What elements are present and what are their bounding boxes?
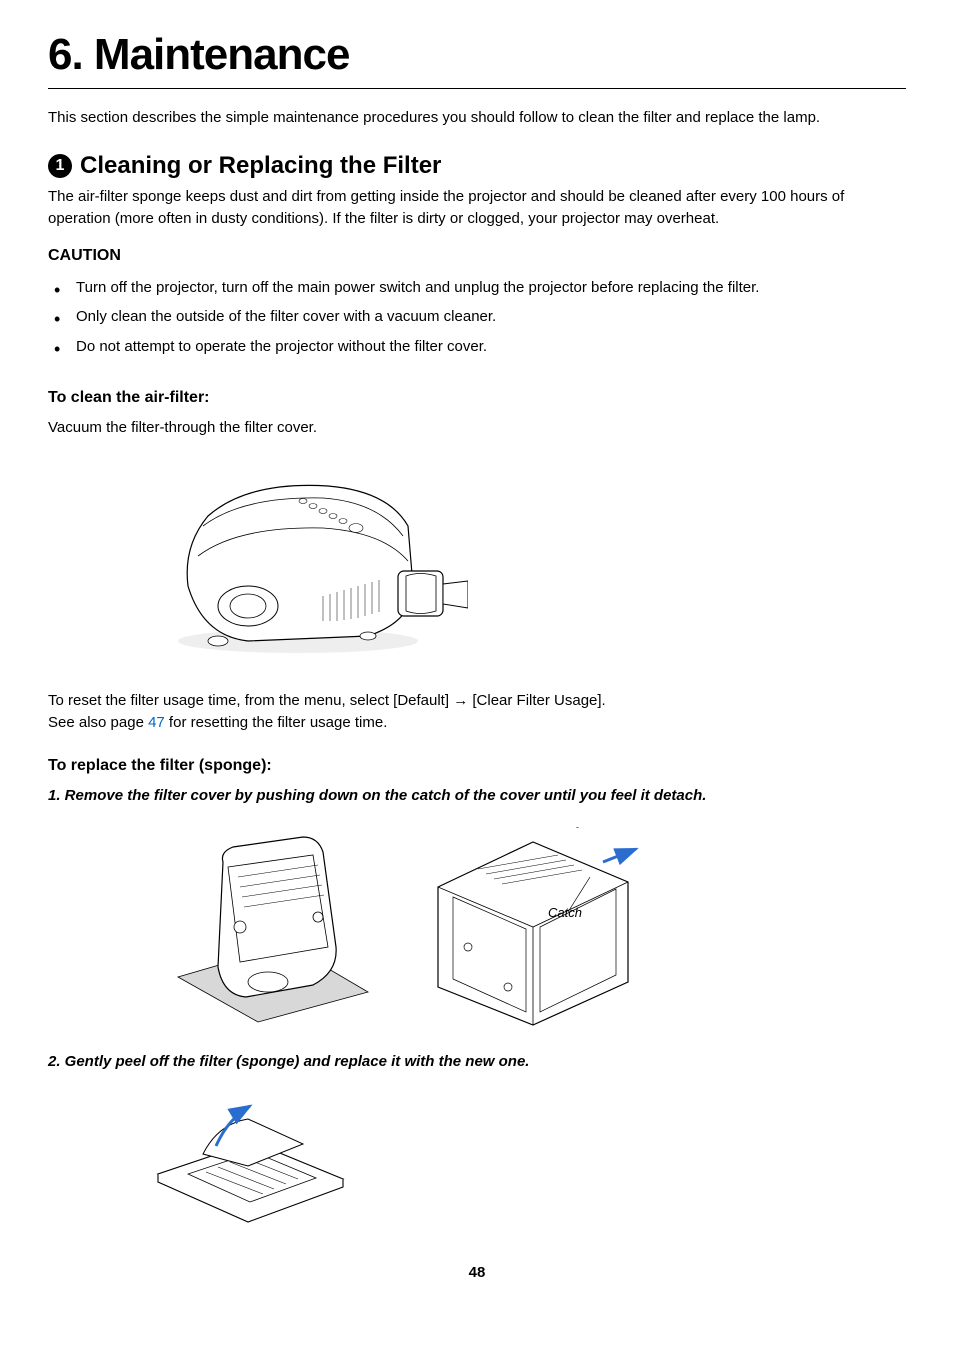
section1-body: The air-filter sponge keeps dust and dir… [48, 186, 906, 231]
caution-list: Turn off the projector, turn off the mai… [48, 275, 906, 360]
clean-heading: To clean the air-filter: [48, 389, 906, 407]
replace-heading: To replace the filter (sponge): [48, 757, 906, 775]
figure-vacuum-projector [148, 456, 906, 666]
caution-item: Do not attempt to operate the projector … [48, 334, 906, 360]
caution-item: Turn off the projector, turn off the mai… [48, 275, 906, 301]
section-heading-text: Cleaning or Replacing the Filter [80, 152, 441, 180]
reset-line2b: for resetting the filter usage time. [165, 714, 388, 731]
reset-line1b: [Clear Filter Usage]. [468, 692, 606, 709]
figure-peel-sponge [148, 1094, 906, 1224]
section-heading-1: 1 Cleaning or Replacing the Filter [48, 152, 906, 180]
catch-label: Catch [548, 905, 582, 920]
reset-line2a: See also page [48, 714, 148, 731]
figure-filter-catch: Catch [418, 827, 648, 1027]
page-reference-link[interactable]: 47 [148, 714, 165, 731]
figure-projector-bottom [168, 827, 378, 1027]
clean-body: Vacuum the filter-through the filter cov… [48, 417, 906, 440]
reset-line1a: To reset the filter usage time, from the… [48, 692, 453, 709]
arrow-icon: → [453, 692, 468, 709]
caution-item: Only clean the outside of the filter cov… [48, 304, 906, 330]
replace-step2: 2. Gently peel off the filter (sponge) a… [48, 1051, 906, 1074]
figure-remove-cover-row: Catch [168, 827, 906, 1027]
reset-instructions: To reset the filter usage time, from the… [48, 690, 906, 735]
replace-step1: 1. Remove the filter cover by pushing do… [48, 785, 906, 808]
page-number: 48 [48, 1264, 906, 1281]
intro-paragraph: This section describes the simple mainte… [48, 107, 906, 130]
caution-heading: CAUTION [48, 247, 906, 265]
section-number-badge: 1 [48, 154, 72, 178]
chapter-title: 6. Maintenance [48, 30, 906, 89]
